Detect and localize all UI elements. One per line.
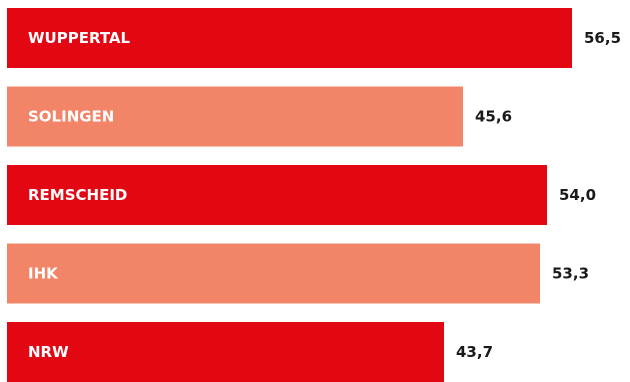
value-label-nrw: 43,7 bbox=[456, 343, 493, 361]
bar-remscheid bbox=[7, 165, 547, 225]
bar-solingen bbox=[7, 86, 463, 147]
category-label-solingen: SOLINGEN bbox=[28, 108, 114, 126]
category-label-ihk: IHK bbox=[28, 265, 59, 283]
value-label-wuppertal: 56,5 bbox=[584, 29, 621, 47]
category-label-wuppertal: WUPPERTAL bbox=[28, 29, 131, 47]
category-label-nrw: NRW bbox=[28, 343, 69, 361]
bar-wuppertal bbox=[7, 8, 572, 68]
value-label-remscheid: 54,0 bbox=[559, 186, 596, 204]
bar-ihk bbox=[7, 243, 540, 304]
value-label-solingen: 45,6 bbox=[475, 108, 512, 126]
bar-nrw bbox=[7, 322, 444, 382]
category-label-remscheid: REMSCHEID bbox=[28, 186, 127, 204]
value-label-ihk: 53,3 bbox=[552, 265, 589, 283]
